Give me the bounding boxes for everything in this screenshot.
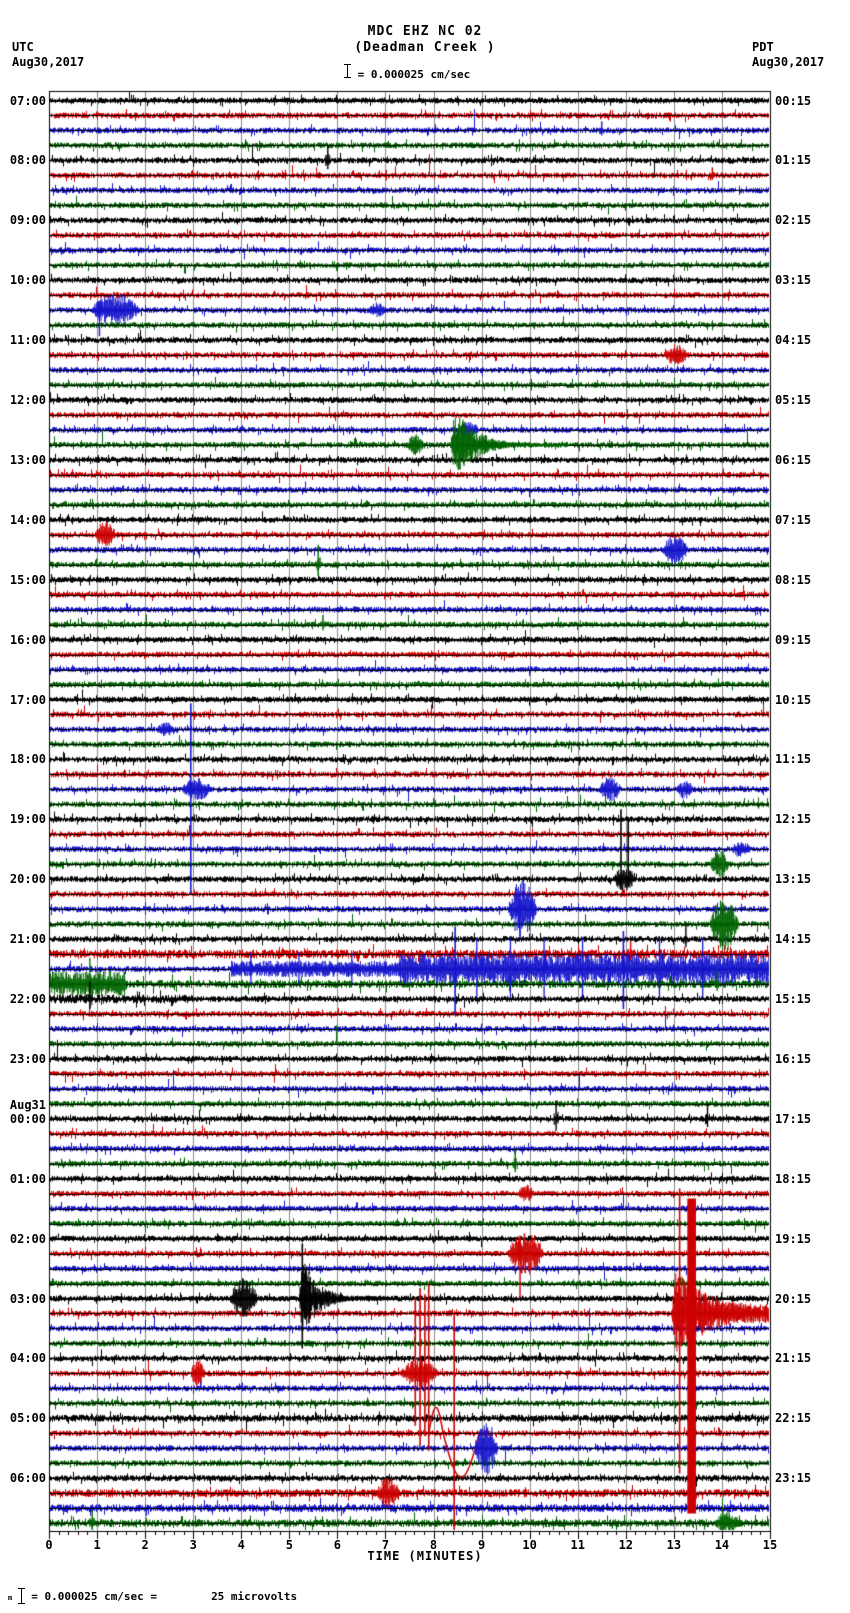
pdt-hour-label: 02:15 — [775, 213, 812, 228]
x-tick-label: 6 — [333, 1538, 341, 1552]
left-timezone-label: UTC — [12, 40, 34, 54]
pdt-hour-label: 04:15 — [775, 333, 812, 348]
utc-hour-label: 01:00 — [9, 1171, 46, 1186]
pdt-hour-label: 18:15 — [775, 1171, 812, 1186]
pdt-hour-label: 22:15 — [775, 1411, 812, 1426]
x-axis-title: TIME (MINUTES) — [367, 1549, 483, 1563]
left-date-label: Aug30,2017 — [12, 55, 85, 69]
utc-hour-label: 04:00 — [9, 1351, 46, 1366]
pdt-hour-label: 17:15 — [775, 1111, 812, 1126]
pdt-hour-label: 20:15 — [775, 1291, 812, 1306]
utc-hour-label: 22:00 — [9, 992, 46, 1006]
utc-hour-label: 19:00 — [9, 812, 46, 827]
x-tick-label: 1 — [93, 1538, 101, 1552]
utc-hour-label: 00:00 — [9, 1111, 46, 1126]
utc-hour-label: 03:00 — [9, 1291, 46, 1306]
pdt-hour-label: 10:15 — [775, 692, 812, 707]
date-change-label: Aug31 — [9, 1097, 46, 1112]
pdt-hour-label: 09:15 — [775, 632, 812, 647]
pdt-hour-label: 14:15 — [775, 932, 812, 947]
utc-hour-label: 11:00 — [9, 333, 46, 348]
right-date-label: Aug30,2017 — [752, 55, 825, 69]
utc-hour-label: 05:00 — [9, 1411, 46, 1426]
x-tick-label: 5 — [285, 1538, 293, 1552]
x-tick-label: 3 — [189, 1538, 197, 1552]
utc-hour-label: 23:00 — [9, 1051, 46, 1066]
amplitude-scale: = 0.000025 cm/sec — [344, 64, 470, 81]
utc-hour-label: 14:00 — [9, 512, 46, 527]
x-tick-label: 15 — [762, 1538, 778, 1552]
x-tick-label: 0 — [45, 1538, 53, 1552]
utc-hour-label: 18:00 — [9, 752, 46, 767]
pdt-hour-label: 19:15 — [775, 1231, 812, 1246]
pdt-hour-label: 07:15 — [775, 512, 812, 527]
x-tick-label: 2 — [141, 1538, 149, 1552]
pdt-hour-label: 01:15 — [775, 153, 812, 168]
pdt-hour-label: 16:15 — [775, 1051, 812, 1066]
utc-hour-label: 06:00 — [9, 1471, 46, 1486]
pdt-hour-label: 00:15 — [775, 93, 812, 108]
utc-hour-label: 13:00 — [9, 452, 46, 467]
x-tick-label: 7 — [381, 1538, 390, 1552]
scale-bar-icon — [344, 64, 351, 78]
station-subtitle: (Deadman Creek ) — [354, 40, 496, 55]
station-title: MDC EHZ NC 02 — [367, 24, 483, 39]
x-tick-label: 11 — [570, 1538, 585, 1552]
x-tick-label: 4 — [237, 1538, 245, 1552]
x-tick-label: 10 — [522, 1538, 537, 1552]
utc-hour-label: 12:00 — [9, 393, 46, 407]
x-tick-label: 9 — [477, 1538, 486, 1552]
pdt-hour-label: 23:15 — [775, 1471, 812, 1486]
footer-scale-bar-icon — [18, 1588, 26, 1604]
utc-hour-label: 20:00 — [9, 872, 46, 887]
footer-scale-value: 25 microvolts — [211, 1589, 298, 1603]
footer-scale-note: m = 0.000025 cm/sec = 25 microvolts — [8, 1588, 297, 1604]
x-tick-label: 12 — [618, 1538, 634, 1552]
pdt-hour-label: 21:15 — [775, 1351, 812, 1366]
pdt-hour-label: 06:15 — [775, 452, 812, 467]
pdt-hour-label: 11:15 — [775, 752, 812, 767]
right-timezone-label: PDT — [752, 40, 774, 54]
wiggle-glyph: m — [8, 1594, 13, 1602]
utc-hour-label: 09:00 — [9, 213, 46, 228]
utc-hour-label: 08:00 — [9, 153, 46, 168]
utc-hour-label: 17:00 — [9, 692, 46, 707]
pdt-hour-label: 08:15 — [775, 572, 812, 587]
pdt-hour-label: 15:15 — [775, 992, 812, 1006]
utc-hour-label: 10:00 — [9, 273, 46, 288]
x-tick-label: 14 — [714, 1538, 730, 1552]
pdt-hour-label: 05:15 — [775, 393, 812, 407]
x-tick-label: 13 — [666, 1538, 682, 1552]
scale-text: = 0.000025 cm/sec — [357, 68, 471, 81]
pdt-hour-label: 03:15 — [775, 273, 812, 288]
utc-hour-label: 07:00 — [9, 93, 46, 108]
utc-hour-label: 21:00 — [9, 932, 46, 947]
x-tick-label: 8 — [429, 1538, 438, 1552]
utc-hour-label: 15:00 — [9, 572, 46, 587]
pdt-hour-label: 13:15 — [775, 872, 812, 887]
utc-hour-label: 16:00 — [9, 632, 46, 647]
pdt-hour-label: 12:15 — [775, 812, 812, 827]
footer-scale-equation: = 0.000025 cm/sec = — [31, 1589, 158, 1603]
utc-hour-label: 02:00 — [9, 1231, 46, 1246]
